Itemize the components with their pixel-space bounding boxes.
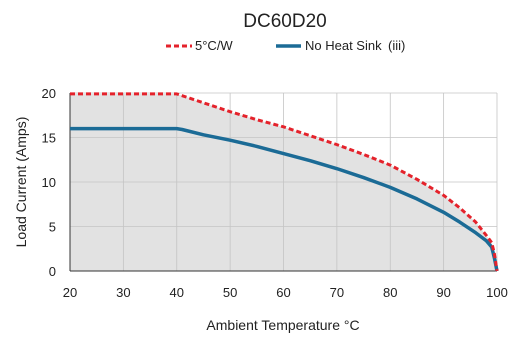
x-tick-label: 70 (330, 285, 344, 300)
y-tick-label: 15 (42, 131, 56, 146)
x-tick-label: 60 (276, 285, 290, 300)
series-line-no-heat-sink (70, 126, 499, 272)
y-tick-label: 10 (42, 175, 56, 190)
x-tick-label: 20 (63, 285, 77, 300)
legend-label-no-heat-sink: No Heat Sink (305, 38, 382, 53)
legend-note-iii: (iii) (388, 38, 405, 53)
chart-title: DC60D20 (243, 11, 326, 32)
y-tick-label: 0 (49, 264, 56, 279)
legend-label-5cw: 5°C/W (195, 38, 233, 53)
plot-area: 20 30 40 50 60 70 80 90 100 0 5 10 15 20 (42, 86, 508, 300)
x-tick-label: 90 (436, 285, 450, 300)
x-tick-label: 40 (170, 285, 184, 300)
x-tick-label: 100 (486, 285, 508, 300)
x-tick-label: 30 (116, 285, 130, 300)
y-axis-label: Load Current (Amps) (13, 117, 29, 248)
x-tick-label: 80 (383, 285, 397, 300)
x-tick-label: 50 (223, 285, 237, 300)
y-tick-label: 20 (42, 86, 56, 101)
x-axis-label: Ambient Temperature °C (206, 317, 359, 333)
y-tick-label: 5 (49, 220, 56, 235)
legend: 5°C/W No Heat Sink (iii) (166, 38, 405, 53)
